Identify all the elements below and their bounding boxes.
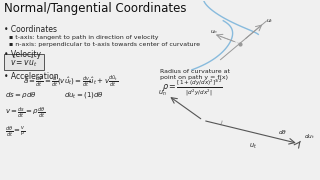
Text: ▪ t-axis: tangent to path in direction of velocity: ▪ t-axis: tangent to path in direction o…	[9, 35, 158, 40]
Text: $d\theta$: $d\theta$	[277, 128, 287, 136]
Text: • Acceleration: • Acceleration	[4, 72, 59, 81]
Text: $v = \frac{ds}{dt} = \rho\frac{d\theta}{dt}$: $v = \frac{ds}{dt} = \rho\frac{d\theta}{…	[5, 105, 46, 120]
Text: $\frac{d\theta}{dt} = \frac{v}{\rho}$: $\frac{d\theta}{dt} = \frac{v}{\rho}$	[5, 125, 26, 139]
Text: $u_t$: $u_t$	[249, 142, 257, 151]
FancyBboxPatch shape	[4, 54, 44, 70]
Text: $\rho = \frac{[1+(dy/dx)^2]^{3/2}}{|d^2y/dx^2|}$: $\rho = \frac{[1+(dy/dx)^2]^{3/2}}{|d^2y…	[162, 78, 222, 99]
Text: ▪ n-axis: perpendicular to t-axis towards center of curvature: ▪ n-axis: perpendicular to t-axis toward…	[9, 42, 200, 47]
Text: Normal/Tangential Coordinates: Normal/Tangential Coordinates	[4, 3, 186, 15]
Text: $u_t$: $u_t$	[266, 17, 273, 25]
Text: $du_t = (1)d\theta$: $du_t = (1)d\theta$	[64, 90, 105, 100]
Text: Radius of curvature at: Radius of curvature at	[160, 69, 230, 74]
Text: • Velocity: • Velocity	[4, 50, 41, 59]
Text: $u_n$: $u_n$	[158, 88, 167, 98]
Text: • Coordinates: • Coordinates	[4, 25, 57, 34]
Text: $u_n$: $u_n$	[211, 28, 219, 36]
Text: $\bar{a} = \frac{dv}{dt} = \frac{d}{dt}(v\hat{u}_t) = \frac{dv}{dt}\hat{u}_t + v: $\bar{a} = \frac{dv}{dt} = \frac{d}{dt}(…	[23, 74, 118, 89]
Text: point on path y = f(x): point on path y = f(x)	[160, 75, 228, 80]
Text: $du_t$: $du_t$	[304, 132, 316, 141]
Text: $ds = \rho d\theta$: $ds = \rho d\theta$	[5, 90, 37, 100]
Text: $\hat{v} = v\hat{u}_t$: $\hat{v} = v\hat{u}_t$	[10, 55, 37, 69]
